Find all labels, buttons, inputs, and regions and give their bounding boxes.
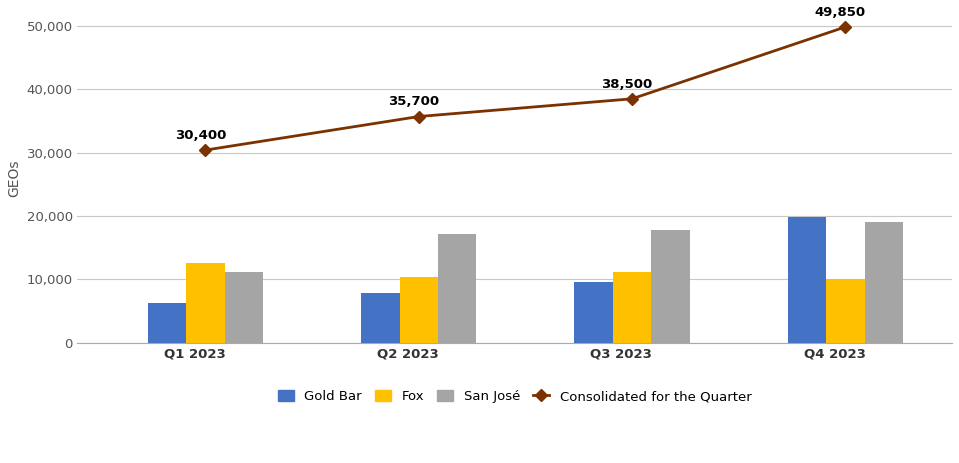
Bar [787,217,827,343]
Text: 30,400: 30,400 [175,129,226,142]
Bar [438,234,477,343]
Bar [827,279,865,343]
Text: 35,700: 35,700 [388,95,439,108]
Bar [148,303,186,343]
Text: 38,500: 38,500 [601,78,653,91]
Bar [224,272,263,343]
Bar [613,272,651,343]
Bar [651,230,690,343]
Legend: Gold Bar, Fox, San José, Consolidated for the Quarter: Gold Bar, Fox, San José, Consolidated fo… [272,385,757,408]
Bar [186,263,224,343]
Text: 49,850: 49,850 [815,6,866,19]
Bar [865,222,903,343]
Bar [362,293,400,343]
Bar [574,282,613,343]
Bar [400,277,438,343]
Y-axis label: GEOs: GEOs [7,159,21,197]
